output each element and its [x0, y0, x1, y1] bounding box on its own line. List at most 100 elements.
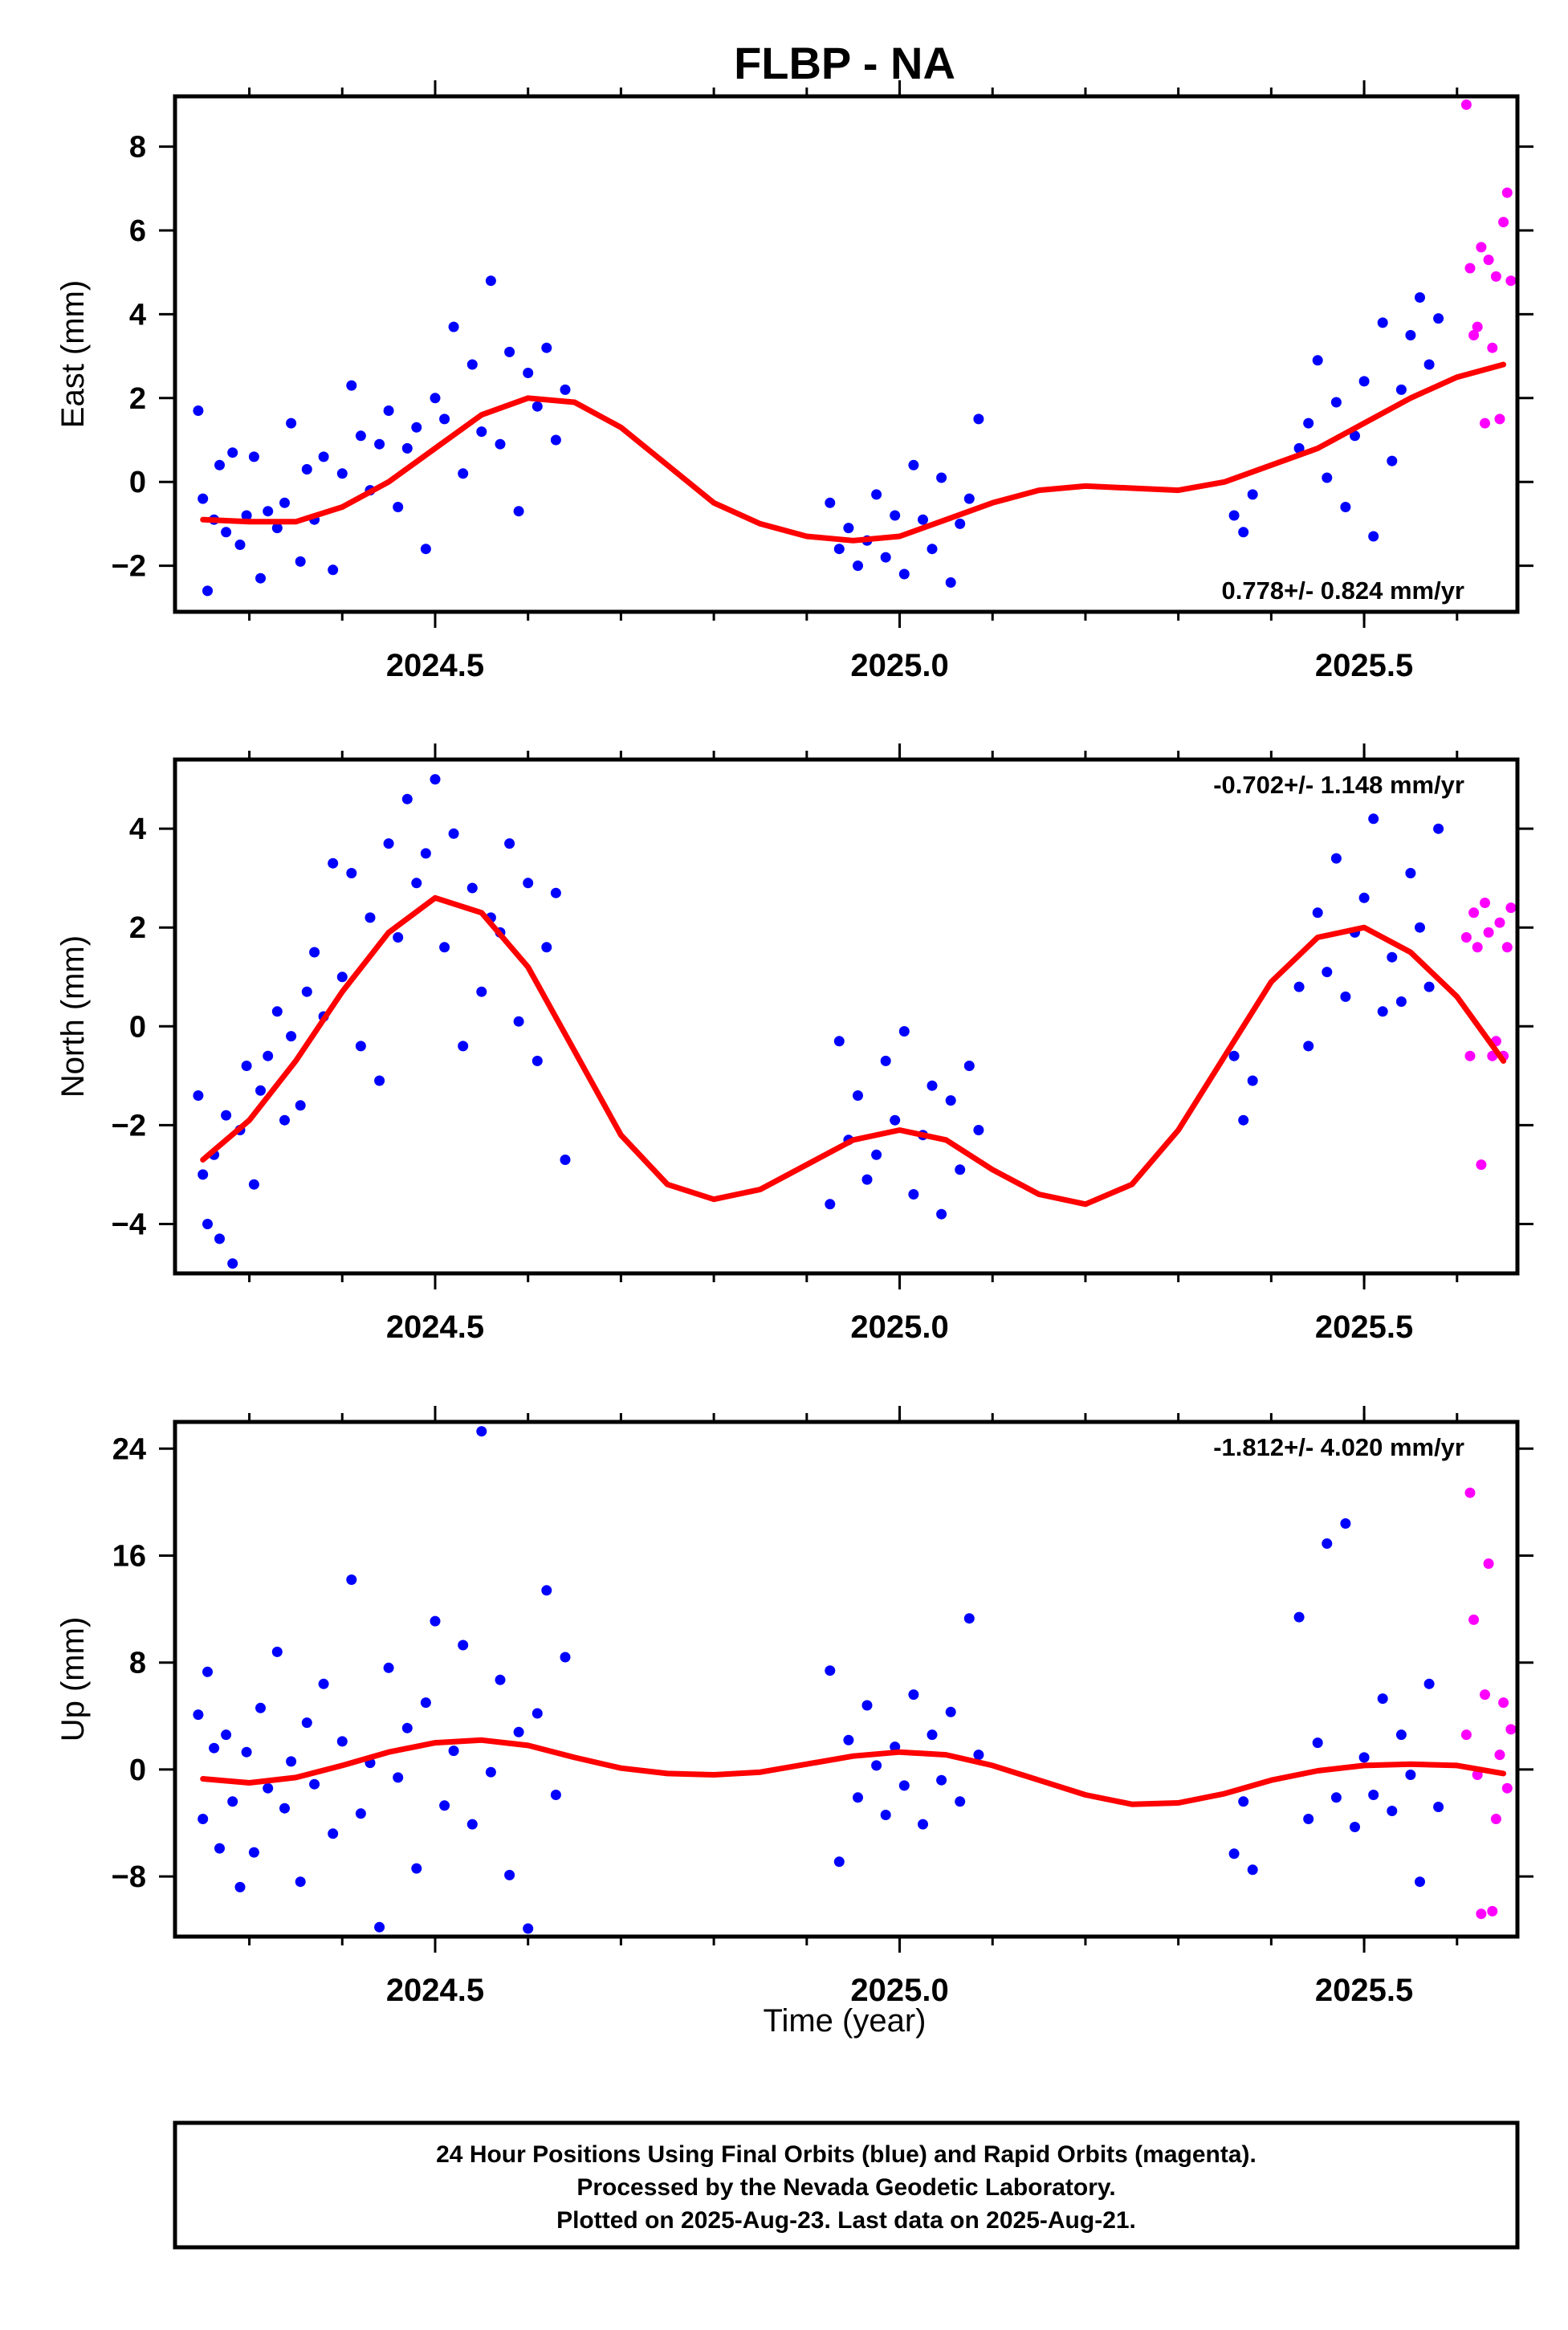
up-rapid-point	[1476, 1908, 1487, 1920]
east-final-point	[318, 451, 329, 462]
east-final-point	[1358, 376, 1370, 387]
north-rapid-point	[1476, 1159, 1487, 1171]
up-model-curve	[200, 1737, 1507, 1807]
up-final-point	[346, 1574, 357, 1585]
east-model-curve	[200, 361, 1507, 544]
north-x-tick-label: 2024.5	[386, 1310, 484, 1345]
footer-box	[173, 2120, 1520, 2250]
east-final-point	[1238, 527, 1249, 538]
up-final-point	[871, 1760, 882, 1771]
north-final-point	[1322, 967, 1333, 978]
north-final-point	[1415, 922, 1425, 933]
north-plot-frame	[173, 757, 1520, 1276]
north-rapid-point	[1460, 932, 1472, 943]
north-final-point	[476, 986, 487, 997]
up-final-point	[1228, 1848, 1240, 1860]
up-final-point	[1340, 1518, 1351, 1529]
north-final-point	[271, 1006, 283, 1017]
north-final-point	[248, 1179, 259, 1190]
north-y-tick-label: −2	[112, 1109, 146, 1143]
up-final-point	[1293, 1611, 1305, 1623]
up-final-point	[927, 1729, 938, 1741]
north-final-point	[309, 947, 320, 958]
north-final-point	[833, 1036, 845, 1047]
up-x-tick-label: 2025.0	[850, 1973, 948, 2008]
up-final-point	[531, 1708, 543, 1719]
east-final-point	[198, 493, 209, 504]
east-final-point	[936, 472, 947, 483]
east-final-point	[286, 418, 297, 429]
east-final-point	[411, 422, 422, 433]
north-y-tick-label: 2	[129, 911, 146, 945]
up-final-point	[301, 1717, 312, 1729]
up-final-point	[918, 1819, 928, 1830]
up-final-point	[861, 1700, 873, 1711]
east-final-point	[241, 510, 252, 521]
north-final-point	[420, 848, 431, 859]
up-y-tick-label: 8	[129, 1647, 146, 1680]
up-rapid-point	[1480, 1689, 1490, 1701]
east-final-point	[1368, 531, 1379, 542]
up-rapid-point	[1483, 1558, 1494, 1569]
up-final-point	[560, 1652, 571, 1663]
chart-title: FLBP - NA	[734, 38, 955, 88]
east-y-tick-label: −2	[112, 550, 146, 584]
x-axis-label: Time (year)	[764, 2003, 927, 2039]
north-final-point	[393, 932, 404, 943]
east-final-point	[420, 544, 431, 555]
north-final-point	[936, 1208, 947, 1220]
east-final-point	[843, 523, 854, 534]
north-rapid-point	[1501, 942, 1513, 953]
north-final-point	[355, 1041, 366, 1052]
north-final-point	[255, 1085, 266, 1096]
east-x-tick-label: 2025.0	[850, 648, 948, 683]
north-y-axis-label: North (mm)	[55, 935, 91, 1098]
up-y-tick-label: 16	[112, 1539, 146, 1573]
north-final-point	[221, 1110, 232, 1121]
up-final-point	[513, 1726, 524, 1737]
up-final-point	[825, 1665, 836, 1676]
north-final-point	[973, 1125, 984, 1135]
north-final-point	[458, 1041, 469, 1052]
east-final-point	[1322, 472, 1333, 483]
north-rapid-point	[1505, 902, 1517, 914]
up-final-point	[550, 1790, 561, 1800]
north-final-point	[825, 1199, 836, 1210]
east-x-tick-label: 2024.5	[386, 648, 484, 683]
up-final-point	[523, 1923, 534, 1934]
east-final-point	[898, 568, 910, 580]
north-final-point	[198, 1169, 209, 1180]
east-final-point	[301, 464, 312, 475]
east-final-point	[458, 468, 469, 479]
east-final-point	[531, 401, 543, 412]
north-final-point	[1358, 892, 1370, 903]
north-y-tick-label: −4	[112, 1208, 146, 1241]
east-final-point	[1423, 359, 1435, 370]
north-final-point	[1395, 996, 1407, 1007]
up-final-point	[209, 1742, 220, 1754]
east-final-point	[383, 405, 394, 416]
east-rapid-point	[1494, 413, 1505, 425]
up-final-point	[466, 1819, 478, 1830]
east-rapid-point	[1505, 275, 1517, 287]
east-final-point	[1228, 510, 1240, 521]
up-rapid-point	[1468, 1614, 1480, 1625]
north-final-point	[560, 1155, 571, 1165]
east-final-point	[248, 451, 259, 462]
east-final-point	[263, 506, 274, 517]
north-final-point	[550, 887, 561, 898]
east-final-point	[1312, 355, 1323, 366]
east-rapid-point	[1487, 342, 1498, 353]
east-final-point	[346, 380, 357, 391]
east-rapid-point	[1480, 418, 1490, 429]
east-rate-label: 0.778+/- 0.824 mm/yr	[1222, 576, 1464, 605]
east-final-point	[1303, 418, 1314, 429]
up-final-point	[420, 1697, 431, 1709]
north-final-point	[523, 878, 534, 889]
up-final-point	[1395, 1729, 1407, 1741]
up-final-point	[383, 1662, 394, 1673]
east-final-point	[214, 459, 225, 470]
east-panel: 2024.5 2025.0 2025.5 −2 0 2 4 6 8 East (mm) 0.778+…	[55, 80, 1533, 683]
east-final-point	[355, 430, 366, 442]
east-final-point	[1293, 442, 1305, 454]
